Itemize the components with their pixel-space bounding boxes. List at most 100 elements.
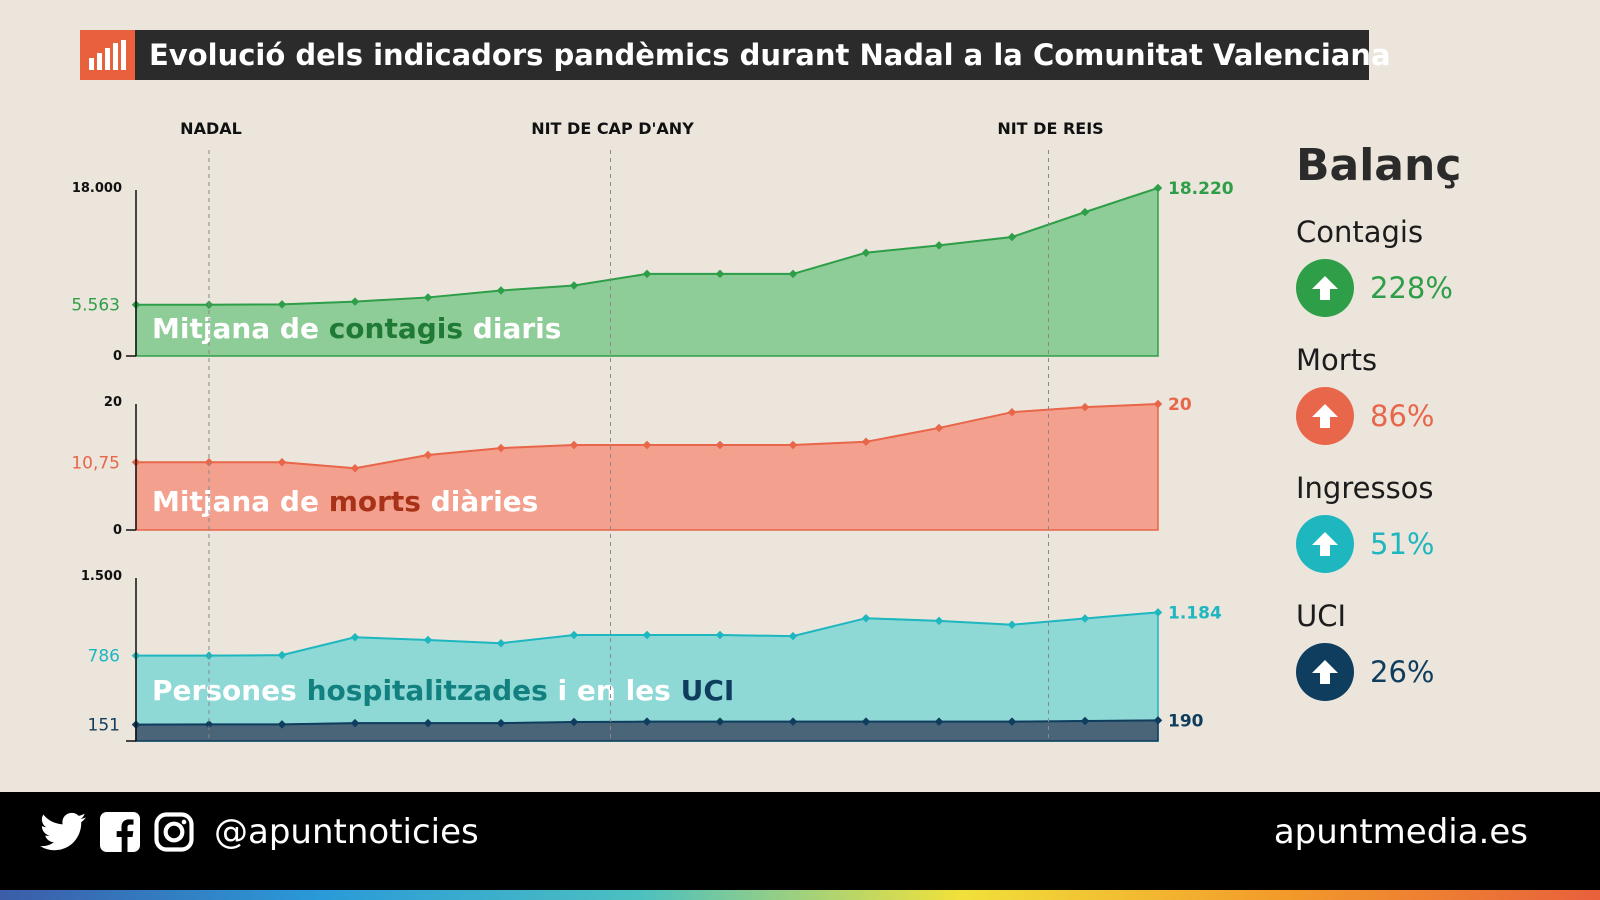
- chart-area: 5.563 18.220 0 18.000 Mitjana de contagis di…: [71, 119, 1234, 742]
- instagram-icon[interactable]: [154, 812, 194, 852]
- rainbow-stripe: [0, 890, 1600, 900]
- arrow-up-icon: [1296, 387, 1354, 445]
- social-handle[interactable]: @apuntnoticies: [214, 812, 479, 852]
- data-point: [423, 450, 433, 460]
- data-point: [788, 717, 798, 726]
- data-point: [350, 718, 360, 728]
- twitter-icon[interactable]: [40, 812, 86, 852]
- data-point: [1153, 399, 1163, 409]
- data-point: [277, 650, 287, 660]
- data-point: [1080, 716, 1090, 726]
- data-point: [1153, 608, 1163, 617]
- series-title-part: diàries: [421, 485, 538, 518]
- series-title-part: i en les: [548, 674, 681, 707]
- data-point: [788, 631, 798, 641]
- data-point: [642, 717, 652, 726]
- series-title: Mitjana de morts diàries: [152, 485, 538, 518]
- data-point: [496, 638, 506, 648]
- data-point: [934, 616, 944, 626]
- balance-value: 228%: [1370, 271, 1453, 305]
- balance-label: Ingressos: [1296, 471, 1434, 505]
- end-value-label: 190: [1168, 711, 1204, 731]
- data-point: [496, 286, 506, 295]
- balance-item: UCI 26%: [1296, 599, 1576, 707]
- data-point: [715, 440, 725, 450]
- data-point: [569, 281, 579, 290]
- data-point: [1153, 716, 1163, 725]
- title-bar: Evolució dels indicadors pandèmics duran…: [80, 30, 1391, 80]
- series-title-part: Mitjana de: [152, 485, 329, 518]
- data-point: [1007, 717, 1017, 726]
- data-point: [642, 269, 652, 279]
- data-point: [715, 717, 725, 726]
- y-tick-label: 0: [113, 349, 122, 364]
- data-point: [642, 440, 652, 450]
- page-title: Evolució dels indicadors pandèmics duran…: [135, 30, 1391, 80]
- series-title-part: Mitjana de: [152, 312, 329, 345]
- start-value-label: 151: [88, 716, 120, 736]
- data-point: [569, 630, 579, 640]
- arrow-up-icon: [1296, 259, 1354, 317]
- data-point: [277, 458, 287, 467]
- y-tick-label: 20: [104, 395, 122, 410]
- balance-value: 26%: [1370, 655, 1435, 689]
- start-value-label: 10,75: [71, 453, 120, 473]
- facebook-icon[interactable]: [100, 812, 140, 852]
- event-label: NIT DE REIS: [997, 119, 1103, 138]
- balance-value: 51%: [1370, 527, 1435, 561]
- data-point: [934, 423, 944, 433]
- data-point: [277, 720, 287, 729]
- arrow-up-icon: [1296, 515, 1354, 573]
- end-value-label: 1.184: [1168, 603, 1222, 623]
- series-title-part: morts: [329, 485, 421, 518]
- data-point: [715, 269, 725, 279]
- series-title-part: diaris: [463, 312, 561, 345]
- balance-title: Balanç: [1296, 140, 1462, 191]
- data-point: [350, 464, 360, 473]
- data-point: [642, 630, 652, 640]
- bar-chart-icon: [80, 30, 135, 80]
- data-point: [861, 613, 871, 623]
- series-title: Mitjana de contagis diaris: [152, 312, 561, 345]
- data-point: [788, 269, 798, 279]
- data-point: [350, 632, 360, 642]
- data-point: [277, 300, 287, 309]
- balance-label: Morts: [1296, 343, 1378, 377]
- balance-value: 86%: [1370, 399, 1435, 433]
- series-title: Persones hospitalitzades i en les UCI: [152, 674, 734, 707]
- data-point: [423, 293, 433, 302]
- data-point: [423, 718, 433, 728]
- end-value-label: 20: [1168, 395, 1192, 415]
- data-point: [1007, 620, 1017, 629]
- data-point: [788, 440, 798, 450]
- footer: @apuntnoticies apuntmedia.es: [0, 792, 1600, 900]
- series-title-part: hospitalitzades: [307, 674, 548, 707]
- start-value-label: 5.563: [71, 296, 120, 316]
- website-link[interactable]: apuntmedia.es: [1273, 812, 1528, 852]
- balance-panel: Balanç Contagis 228% Morts 86% Ingressos 5…: [1296, 140, 1576, 727]
- series-title-part: contagis: [329, 312, 463, 345]
- data-point: [715, 630, 725, 640]
- data-point: [1080, 614, 1090, 623]
- data-point: [496, 443, 506, 453]
- data-point: [496, 718, 506, 728]
- data-point: [569, 717, 579, 727]
- end-value-label: 18.220: [1168, 179, 1234, 199]
- series-title-part: UCI: [681, 674, 735, 707]
- event-label: NIT DE CAP D'ANY: [531, 119, 694, 138]
- balance-label: Contagis: [1296, 215, 1424, 249]
- start-value-label: 786: [88, 647, 120, 667]
- data-point: [934, 717, 944, 726]
- data-point: [569, 440, 579, 450]
- data-point: [861, 717, 871, 726]
- balance-item: Contagis 228%: [1296, 215, 1576, 323]
- data-point: [423, 635, 433, 645]
- y-tick-label: 0: [113, 523, 122, 538]
- y-tick-label: 18.000: [72, 181, 122, 196]
- balance-item: Morts 86%: [1296, 343, 1576, 451]
- balance-item: Ingressos 51%: [1296, 471, 1576, 579]
- event-label: NADAL: [180, 119, 242, 138]
- y-tick-label: 1.500: [81, 569, 122, 584]
- series-title-part: Persones: [152, 674, 307, 707]
- balance-label: UCI: [1296, 599, 1347, 633]
